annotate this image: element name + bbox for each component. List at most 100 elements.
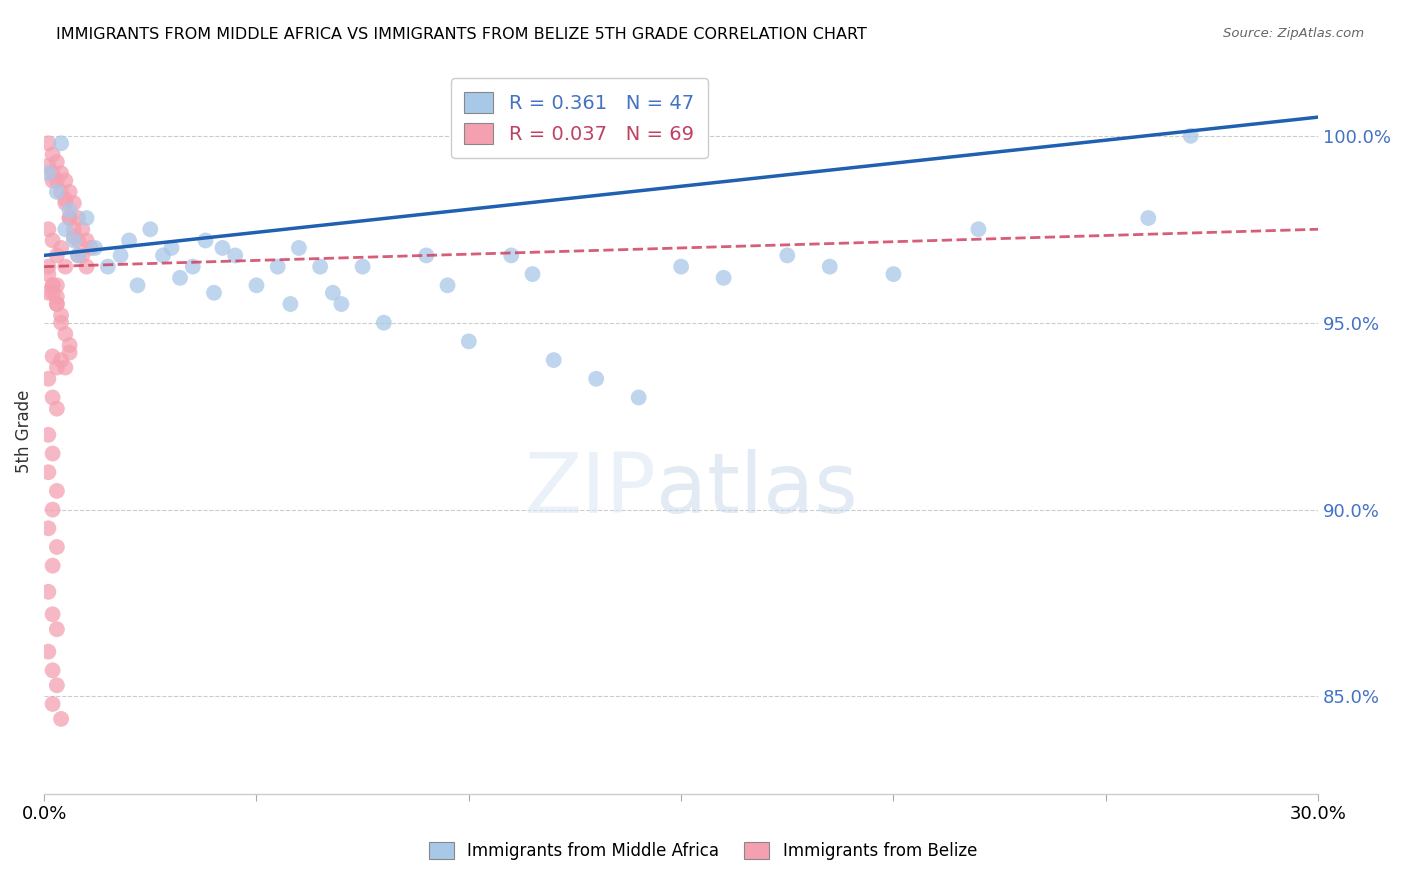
Point (41, 607, 63, 622)
Point (45, 297, 67, 311)
Point (45, 678, 67, 692)
Point (373, 316, 395, 330)
Point (63, 196, 86, 211)
Point (45, 360, 67, 375)
Point (41, 166, 63, 180)
Point (181, 260, 204, 274)
Point (543, 353, 565, 368)
Point (63, 222, 86, 236)
Point (76, 260, 98, 274)
Point (84, 241, 107, 255)
Point (37, 465, 59, 479)
Legend: Immigrants from Middle Africa, Immigrants from Belize: Immigrants from Middle Africa, Immigrant… (419, 832, 987, 871)
Legend: R = 0.361   N = 47, R = 0.037   N = 69: R = 0.361 N = 47, R = 0.037 N = 69 (451, 78, 707, 158)
Point (49, 241, 72, 255)
Point (49, 308, 72, 322)
Point (41, 446, 63, 460)
Point (139, 222, 162, 236)
Point (49, 353, 72, 368)
Point (202, 285, 225, 300)
Point (49, 316, 72, 330)
Point (67, 248, 90, 262)
Point (352, 260, 374, 274)
Point (45, 483, 67, 498)
Point (967, 222, 990, 236)
Point (41, 391, 63, 405)
Point (76, 234, 98, 248)
Point (160, 241, 183, 255)
Point (45, 248, 67, 262)
Point (118, 234, 141, 248)
Point (49, 166, 72, 180)
Point (266, 260, 288, 274)
Point (72, 248, 94, 262)
Point (58, 211, 80, 225)
Point (322, 285, 344, 300)
Point (1180, 128, 1202, 143)
Point (45, 155, 67, 169)
Point (53, 222, 76, 236)
Point (330, 297, 353, 311)
Point (37, 260, 59, 274)
Point (45, 401, 67, 416)
Point (45, 297, 67, 311)
Point (776, 248, 799, 262)
Point (49, 136, 72, 151)
Point (45, 278, 67, 293)
Point (37, 645, 59, 659)
Point (41, 663, 63, 677)
Point (37, 521, 59, 535)
Point (245, 278, 267, 293)
Point (585, 372, 607, 386)
Point (58, 211, 80, 225)
Point (436, 278, 458, 293)
Point (37, 166, 59, 180)
Point (224, 248, 246, 262)
Point (58, 338, 80, 352)
Point (67, 211, 90, 225)
Point (49, 712, 72, 726)
Point (501, 248, 523, 262)
Point (37, 159, 59, 173)
Point (67, 234, 90, 248)
Point (169, 270, 191, 285)
Point (53, 360, 76, 375)
Point (58, 203, 80, 218)
Point (41, 278, 63, 293)
Point (818, 260, 841, 274)
Point (41, 349, 63, 363)
Point (45, 622, 67, 636)
Point (37, 427, 59, 442)
Point (41, 558, 63, 573)
Point (211, 241, 233, 255)
Point (37, 285, 59, 300)
Text: Source: ZipAtlas.com: Source: ZipAtlas.com (1223, 27, 1364, 40)
Point (37, 222, 59, 236)
Point (522, 267, 544, 281)
Point (67, 248, 90, 262)
Point (72, 222, 94, 236)
Point (41, 278, 63, 293)
Y-axis label: 5th Grade: 5th Grade (15, 390, 32, 473)
Point (41, 697, 63, 711)
Point (110, 248, 132, 262)
Text: IMMIGRANTS FROM MIDDLE AFRICA VS IMMIGRANTS FROM BELIZE 5TH GRADE CORRELATION CH: IMMIGRANTS FROM MIDDLE AFRICA VS IMMIGRA… (56, 27, 868, 42)
Point (152, 248, 174, 262)
Point (627, 391, 650, 405)
Point (53, 326, 76, 341)
Point (127, 278, 149, 293)
Point (41, 234, 63, 248)
Point (415, 248, 437, 262)
Point (63, 234, 86, 248)
Point (53, 192, 76, 206)
Point (41, 174, 63, 188)
Point (882, 267, 904, 281)
Point (41, 147, 63, 161)
Point (45, 174, 67, 188)
Point (37, 584, 59, 599)
Point (58, 185, 80, 199)
Point (58, 345, 80, 359)
Point (280, 297, 302, 311)
Point (53, 174, 76, 188)
Point (37, 136, 59, 151)
